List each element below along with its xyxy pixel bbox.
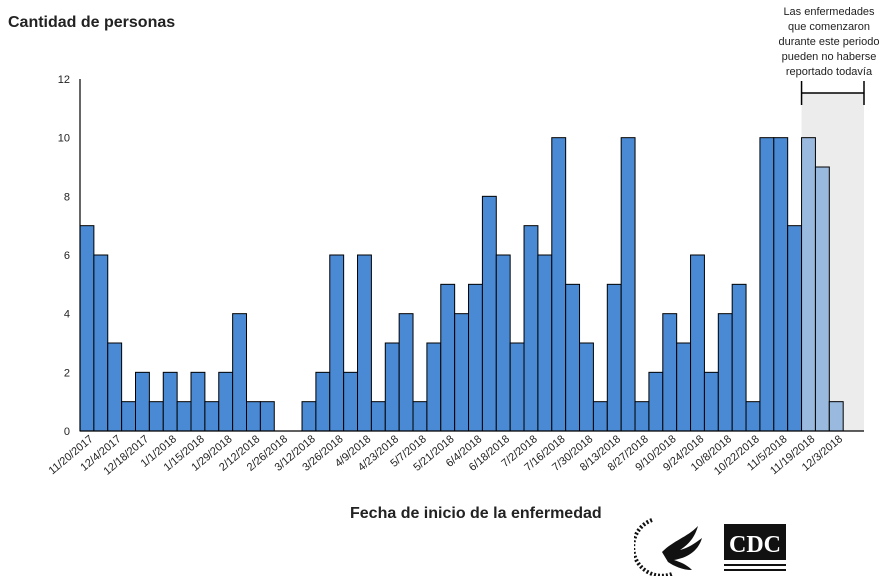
bar [509,342,525,432]
bar [370,401,386,432]
bar [759,137,775,432]
bar [481,195,497,432]
bar [773,137,789,432]
bar [703,371,719,432]
cdc-logo-icon: CDC [724,524,786,571]
bar [329,254,345,432]
bar [315,371,331,432]
bar [828,401,844,432]
bar [537,254,553,432]
y-tick-label: 10 [58,133,70,145]
bar [107,342,123,432]
y-tick-label: 8 [64,191,70,203]
bar [246,401,261,432]
bar [162,371,178,432]
y-axis-title: Cantidad de personas [8,14,176,31]
bar [634,401,650,432]
bar [218,371,234,432]
bar [579,342,594,432]
y-tick-label: 0 [64,426,70,438]
bar [384,342,400,432]
reporting-delay-note: Las enfermedades que comenzaron durante … [778,6,880,78]
bar [801,137,816,432]
bar [690,254,705,432]
bar [412,401,428,432]
hhs-seal-icon [634,518,702,576]
bar [717,313,733,432]
bar [606,283,622,432]
bar [648,371,664,432]
x-axis-title: Fecha de inicio de la enfermedad [350,505,602,522]
bar [454,313,470,432]
bar [468,283,483,432]
bar [121,401,137,432]
svg-text:CDC: CDC [729,532,781,558]
bar [232,313,248,432]
bar [787,225,803,432]
bar [495,254,511,432]
bar [426,342,442,432]
bar [190,371,206,432]
bar [731,283,747,432]
bar [79,225,95,432]
bar [745,401,761,432]
bar [676,342,692,432]
bar [135,371,150,432]
bar [523,225,539,432]
bar [343,371,359,432]
bar [148,401,164,432]
bar [814,166,830,432]
y-tick-label: 2 [64,367,70,379]
bar [398,313,414,432]
bar [176,401,192,432]
y-tick-label: 4 [64,309,70,321]
bar [662,313,678,432]
bar [93,254,109,432]
bar [592,401,608,432]
bar [565,283,581,432]
bar [204,401,220,432]
bar [357,254,372,432]
agency-logos: CDC [634,518,786,576]
bar [301,401,317,432]
y-tick-label: 12 [58,74,70,86]
y-tick-label: 6 [64,250,70,262]
bar [259,401,275,432]
bar [551,137,567,432]
bar [620,137,636,432]
bar [440,283,456,432]
